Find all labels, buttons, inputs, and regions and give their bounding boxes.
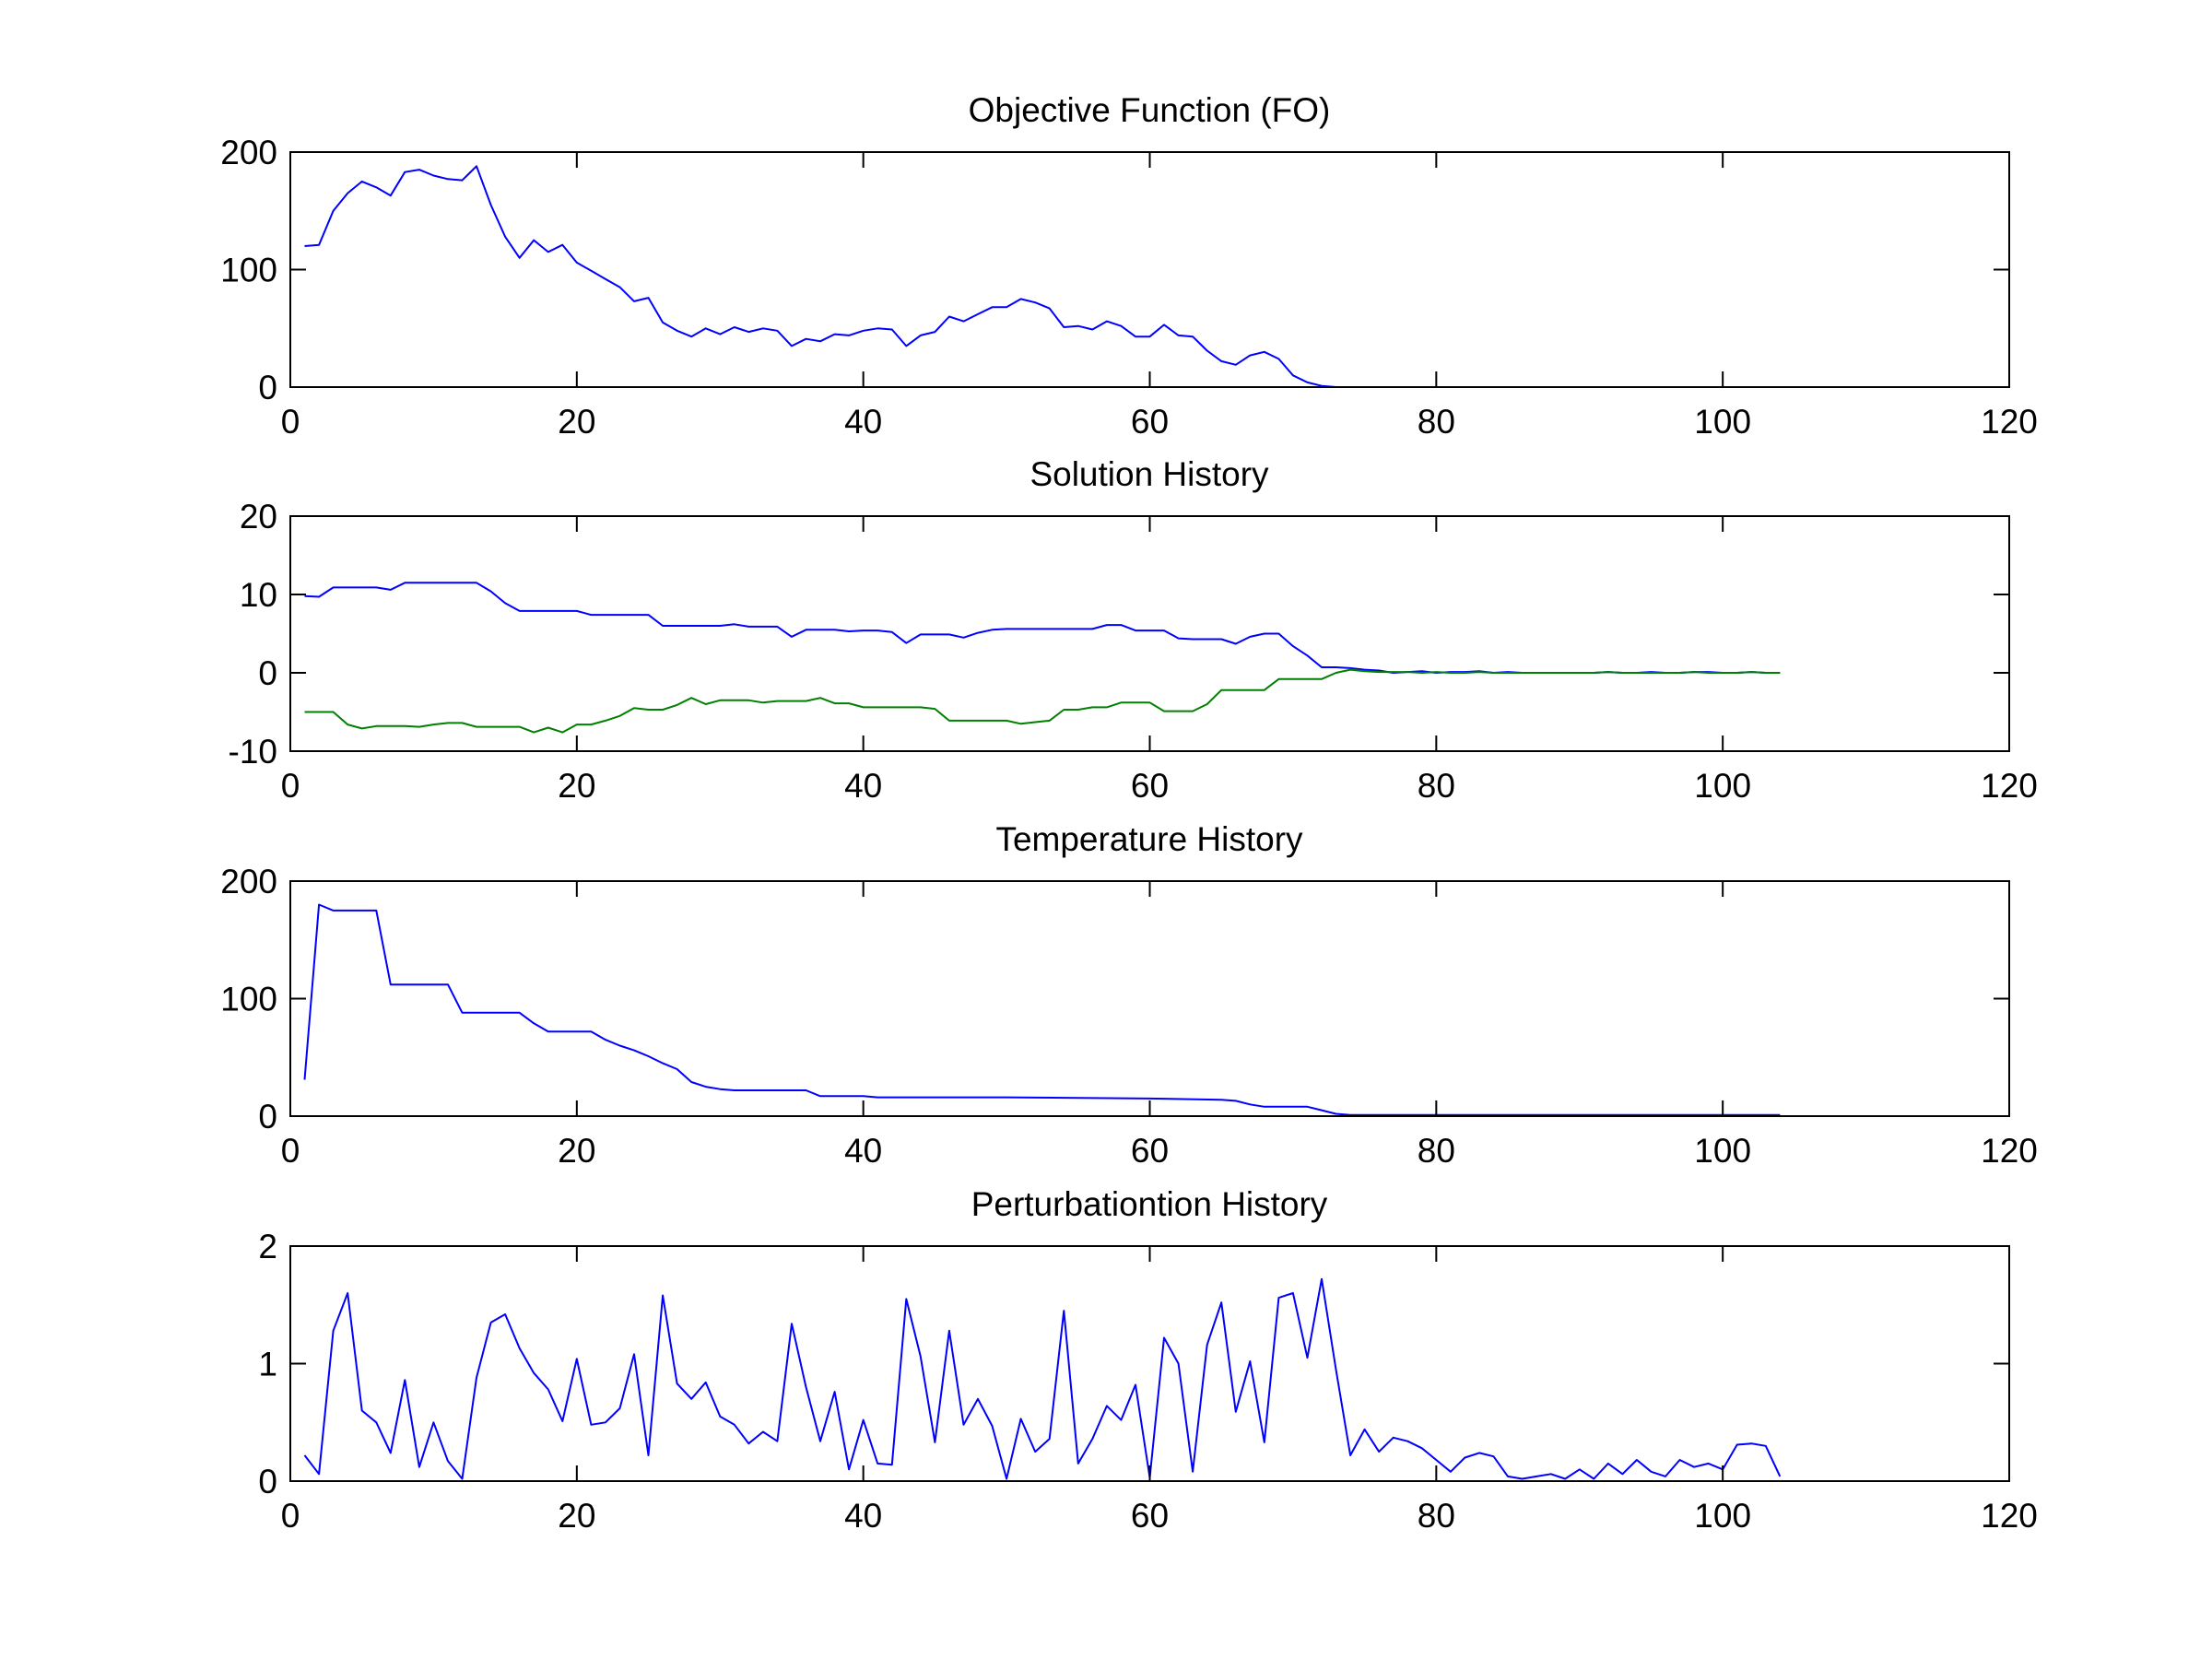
x-tick-label: 100 [1694,1132,1751,1170]
y-tick-label: 10 [240,576,277,614]
y-tick-label: 20 [240,498,277,535]
y-tick-label: 200 [220,863,277,900]
y-tick-label: 100 [220,252,277,289]
y-tick-label: 0 [258,1463,277,1500]
y-tick-label: -10 [229,733,277,771]
y-tick-label: 0 [258,654,277,692]
x-tick-label: 60 [1131,403,1169,441]
x-tick-label: 100 [1694,1497,1751,1535]
x-tick-label: 0 [281,403,300,441]
x-tick-label: 120 [1981,1497,2038,1535]
x-tick-label: 80 [1418,1132,1455,1170]
series-line-1 [304,668,1781,734]
y-tick-label: 2 [258,1228,277,1265]
x-tick-label: 120 [1981,403,2038,441]
x-tick-label: 60 [1131,1132,1169,1170]
x-tick-label: 40 [844,767,882,805]
subplot-objective-function: Objective Function (FO) 0 20 40 60 80 100 1200… [220,91,2038,441]
subplot-title: Perturbationtion History [971,1185,1328,1223]
subplot-temperature-history: Temperature History 0 20 40 60 80 100 120 0 100 2… [220,820,2038,1170]
x-tick-label: 120 [1981,767,2038,805]
x-tick-label: 0 [281,767,300,805]
subplot-title: Temperature History [995,820,1303,858]
x-tick-label: 20 [558,403,595,441]
x-tick-label: 80 [1418,767,1455,805]
x-tick-label: 80 [1418,1497,1455,1535]
x-tick-label: 60 [1131,1497,1169,1535]
y-tick-label: 0 [258,369,277,406]
subplot-title: Solution History [1030,455,1269,493]
plot-area: 0 20 40 60 80 100 120 0 100 200 [220,863,2038,1170]
x-tick-label: 0 [281,1132,300,1170]
x-tick-label: 80 [1418,403,1455,441]
plot-area: 0 20 40 60 80 100 120 0 1 2 [258,1228,2037,1535]
x-tick-label: 20 [558,1497,595,1535]
y-tick-label: 0 [258,1098,277,1135]
x-tick-label: 40 [844,1132,882,1170]
x-tick-label: 0 [281,1497,300,1535]
x-tick-label: 40 [844,403,882,441]
y-tick-label: 1 [258,1346,277,1383]
x-tick-label: 60 [1131,767,1169,805]
x-tick-label: 120 [1981,1132,2038,1170]
y-tick-label: 200 [220,134,277,171]
x-tick-label: 40 [844,1497,882,1535]
series-line-0 [303,903,1781,1116]
x-tick-label: 100 [1694,403,1751,441]
series-line-0 [303,1277,1782,1480]
x-tick-label: 20 [558,1132,595,1170]
subplot-title: Objective Function (FO) [969,91,1331,129]
x-tick-label: 100 [1694,767,1751,805]
plot-area: 0 20 40 60 80 100 120 0 100 200 [220,134,2038,441]
y-tick-label: 100 [220,981,277,1018]
x-tick-label: 20 [558,767,595,805]
subplot-perturbation-history: Perturbationtion History 0 20 40 60 80 100 120… [258,1185,2037,1535]
